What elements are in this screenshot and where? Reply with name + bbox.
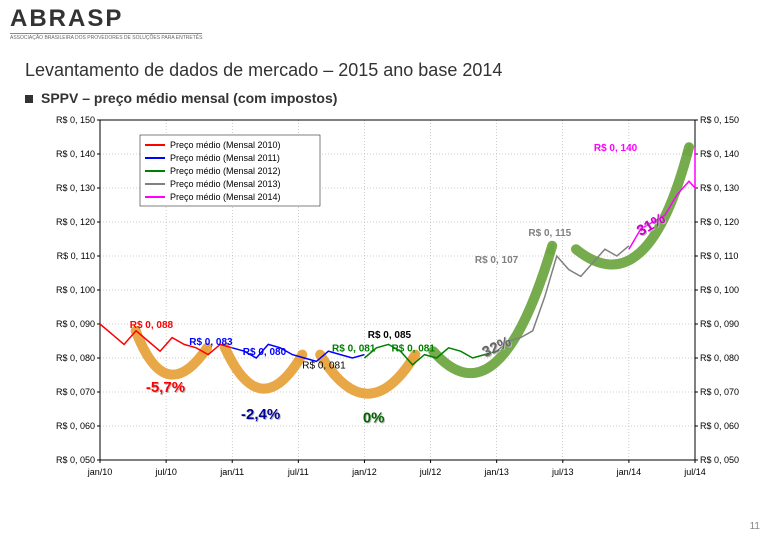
svg-text:R$ 0, 070: R$ 0, 070 — [700, 387, 739, 397]
subtitle: SPPV – preço médio mensal (com impostos) — [25, 90, 337, 106]
svg-text:R$ 0, 081: R$ 0, 081 — [332, 344, 376, 355]
svg-text:R$ 0, 140: R$ 0, 140 — [56, 149, 95, 159]
svg-text:R$ 0, 110: R$ 0, 110 — [700, 251, 738, 261]
svg-text:Preço médio (Mensal 2011): Preço médio (Mensal 2011) — [170, 153, 280, 163]
svg-text:-5,7%: -5,7% — [146, 379, 185, 396]
svg-text:jan/12: jan/12 — [351, 467, 377, 477]
svg-text:R$ 0, 140: R$ 0, 140 — [594, 143, 638, 154]
svg-text:R$ 0, 130: R$ 0, 130 — [56, 183, 95, 193]
svg-text:jan/13: jan/13 — [483, 467, 509, 477]
svg-text:jan/14: jan/14 — [616, 467, 642, 477]
svg-text:R$ 0, 140: R$ 0, 140 — [700, 149, 739, 159]
logo-main: ABRASP — [10, 5, 202, 33]
svg-text:R$ 0, 085: R$ 0, 085 — [368, 330, 412, 341]
svg-text:0%: 0% — [363, 410, 385, 427]
bullet-icon — [25, 95, 33, 103]
svg-text:jul/11: jul/11 — [287, 467, 309, 477]
svg-text:R$ 0, 100: R$ 0, 100 — [56, 285, 95, 295]
svg-text:R$ 0, 110: R$ 0, 110 — [57, 251, 95, 261]
svg-text:R$ 0, 120: R$ 0, 120 — [700, 217, 739, 227]
svg-text:-2,4%: -2,4% — [241, 406, 280, 423]
svg-text:R$ 0, 080: R$ 0, 080 — [700, 353, 739, 363]
subtitle-text: SPPV – preço médio mensal (com impostos) — [41, 90, 337, 106]
logo-sub: ASSOCIAÇÃO BRASILEIRA DOS PROVEDORES DE … — [10, 33, 202, 41]
svg-text:R$ 0, 080: R$ 0, 080 — [56, 353, 95, 363]
svg-text:R$ 0, 090: R$ 0, 090 — [700, 319, 739, 329]
svg-text:R$ 0, 050: R$ 0, 050 — [56, 455, 95, 465]
svg-text:R$ 0, 100: R$ 0, 100 — [700, 285, 739, 295]
svg-text:R$ 0, 090: R$ 0, 090 — [56, 319, 95, 329]
svg-text:R$ 0, 150: R$ 0, 150 — [56, 115, 95, 125]
page-number: 11 — [750, 521, 760, 532]
svg-text:R$ 0, 088: R$ 0, 088 — [130, 320, 174, 331]
svg-text:jul/12: jul/12 — [419, 467, 442, 477]
svg-text:R$ 0, 115: R$ 0, 115 — [528, 228, 571, 239]
svg-text:Preço médio (Mensal 2013): Preço médio (Mensal 2013) — [170, 179, 281, 189]
svg-text:R$ 0, 120: R$ 0, 120 — [56, 217, 95, 227]
svg-text:R$ 0, 070: R$ 0, 070 — [56, 387, 95, 397]
svg-text:jul/13: jul/13 — [551, 467, 574, 477]
svg-text:R$ 0, 081: R$ 0, 081 — [392, 344, 436, 355]
svg-text:jul/10: jul/10 — [154, 467, 177, 477]
chart-svg: R$ 0, 150 R$ 0, 150 R$ 0, 140 R$ 0, 140 R$ 0… — [45, 115, 750, 490]
svg-text:Preço médio (Mensal 2012): Preço médio (Mensal 2012) — [170, 166, 281, 176]
svg-text:jan/10: jan/10 — [87, 467, 113, 477]
svg-text:R$ 0, 083: R$ 0, 083 — [189, 337, 233, 348]
svg-text:jan/11: jan/11 — [219, 467, 244, 477]
svg-text:R$ 0, 107: R$ 0, 107 — [475, 255, 519, 266]
svg-text:Preço médio (Mensal 2010): Preço médio (Mensal 2010) — [170, 140, 281, 150]
svg-text:R$ 0, 080: R$ 0, 080 — [243, 347, 287, 358]
svg-text:R$ 0, 081: R$ 0, 081 — [302, 361, 346, 372]
page-title: Levantamento de dados de mercado – 2015 … — [25, 60, 502, 81]
svg-text:R$ 0, 060: R$ 0, 060 — [56, 421, 95, 431]
svg-text:R$ 0, 060: R$ 0, 060 — [700, 421, 739, 431]
svg-text:R$ 0, 130: R$ 0, 130 — [700, 183, 739, 193]
logo: ABRASP ASSOCIAÇÃO BRASILEIRA DOS PROVEDO… — [10, 5, 202, 41]
svg-text:Preço médio (Mensal 2014): Preço médio (Mensal 2014) — [170, 192, 281, 202]
svg-text:R$ 0, 150: R$ 0, 150 — [700, 115, 739, 125]
svg-text:R$ 0, 050: R$ 0, 050 — [700, 455, 739, 465]
svg-text:jul/14: jul/14 — [683, 467, 706, 477]
chart: R$ 0, 150 R$ 0, 150 R$ 0, 140 R$ 0, 140 R$ 0… — [45, 115, 750, 490]
